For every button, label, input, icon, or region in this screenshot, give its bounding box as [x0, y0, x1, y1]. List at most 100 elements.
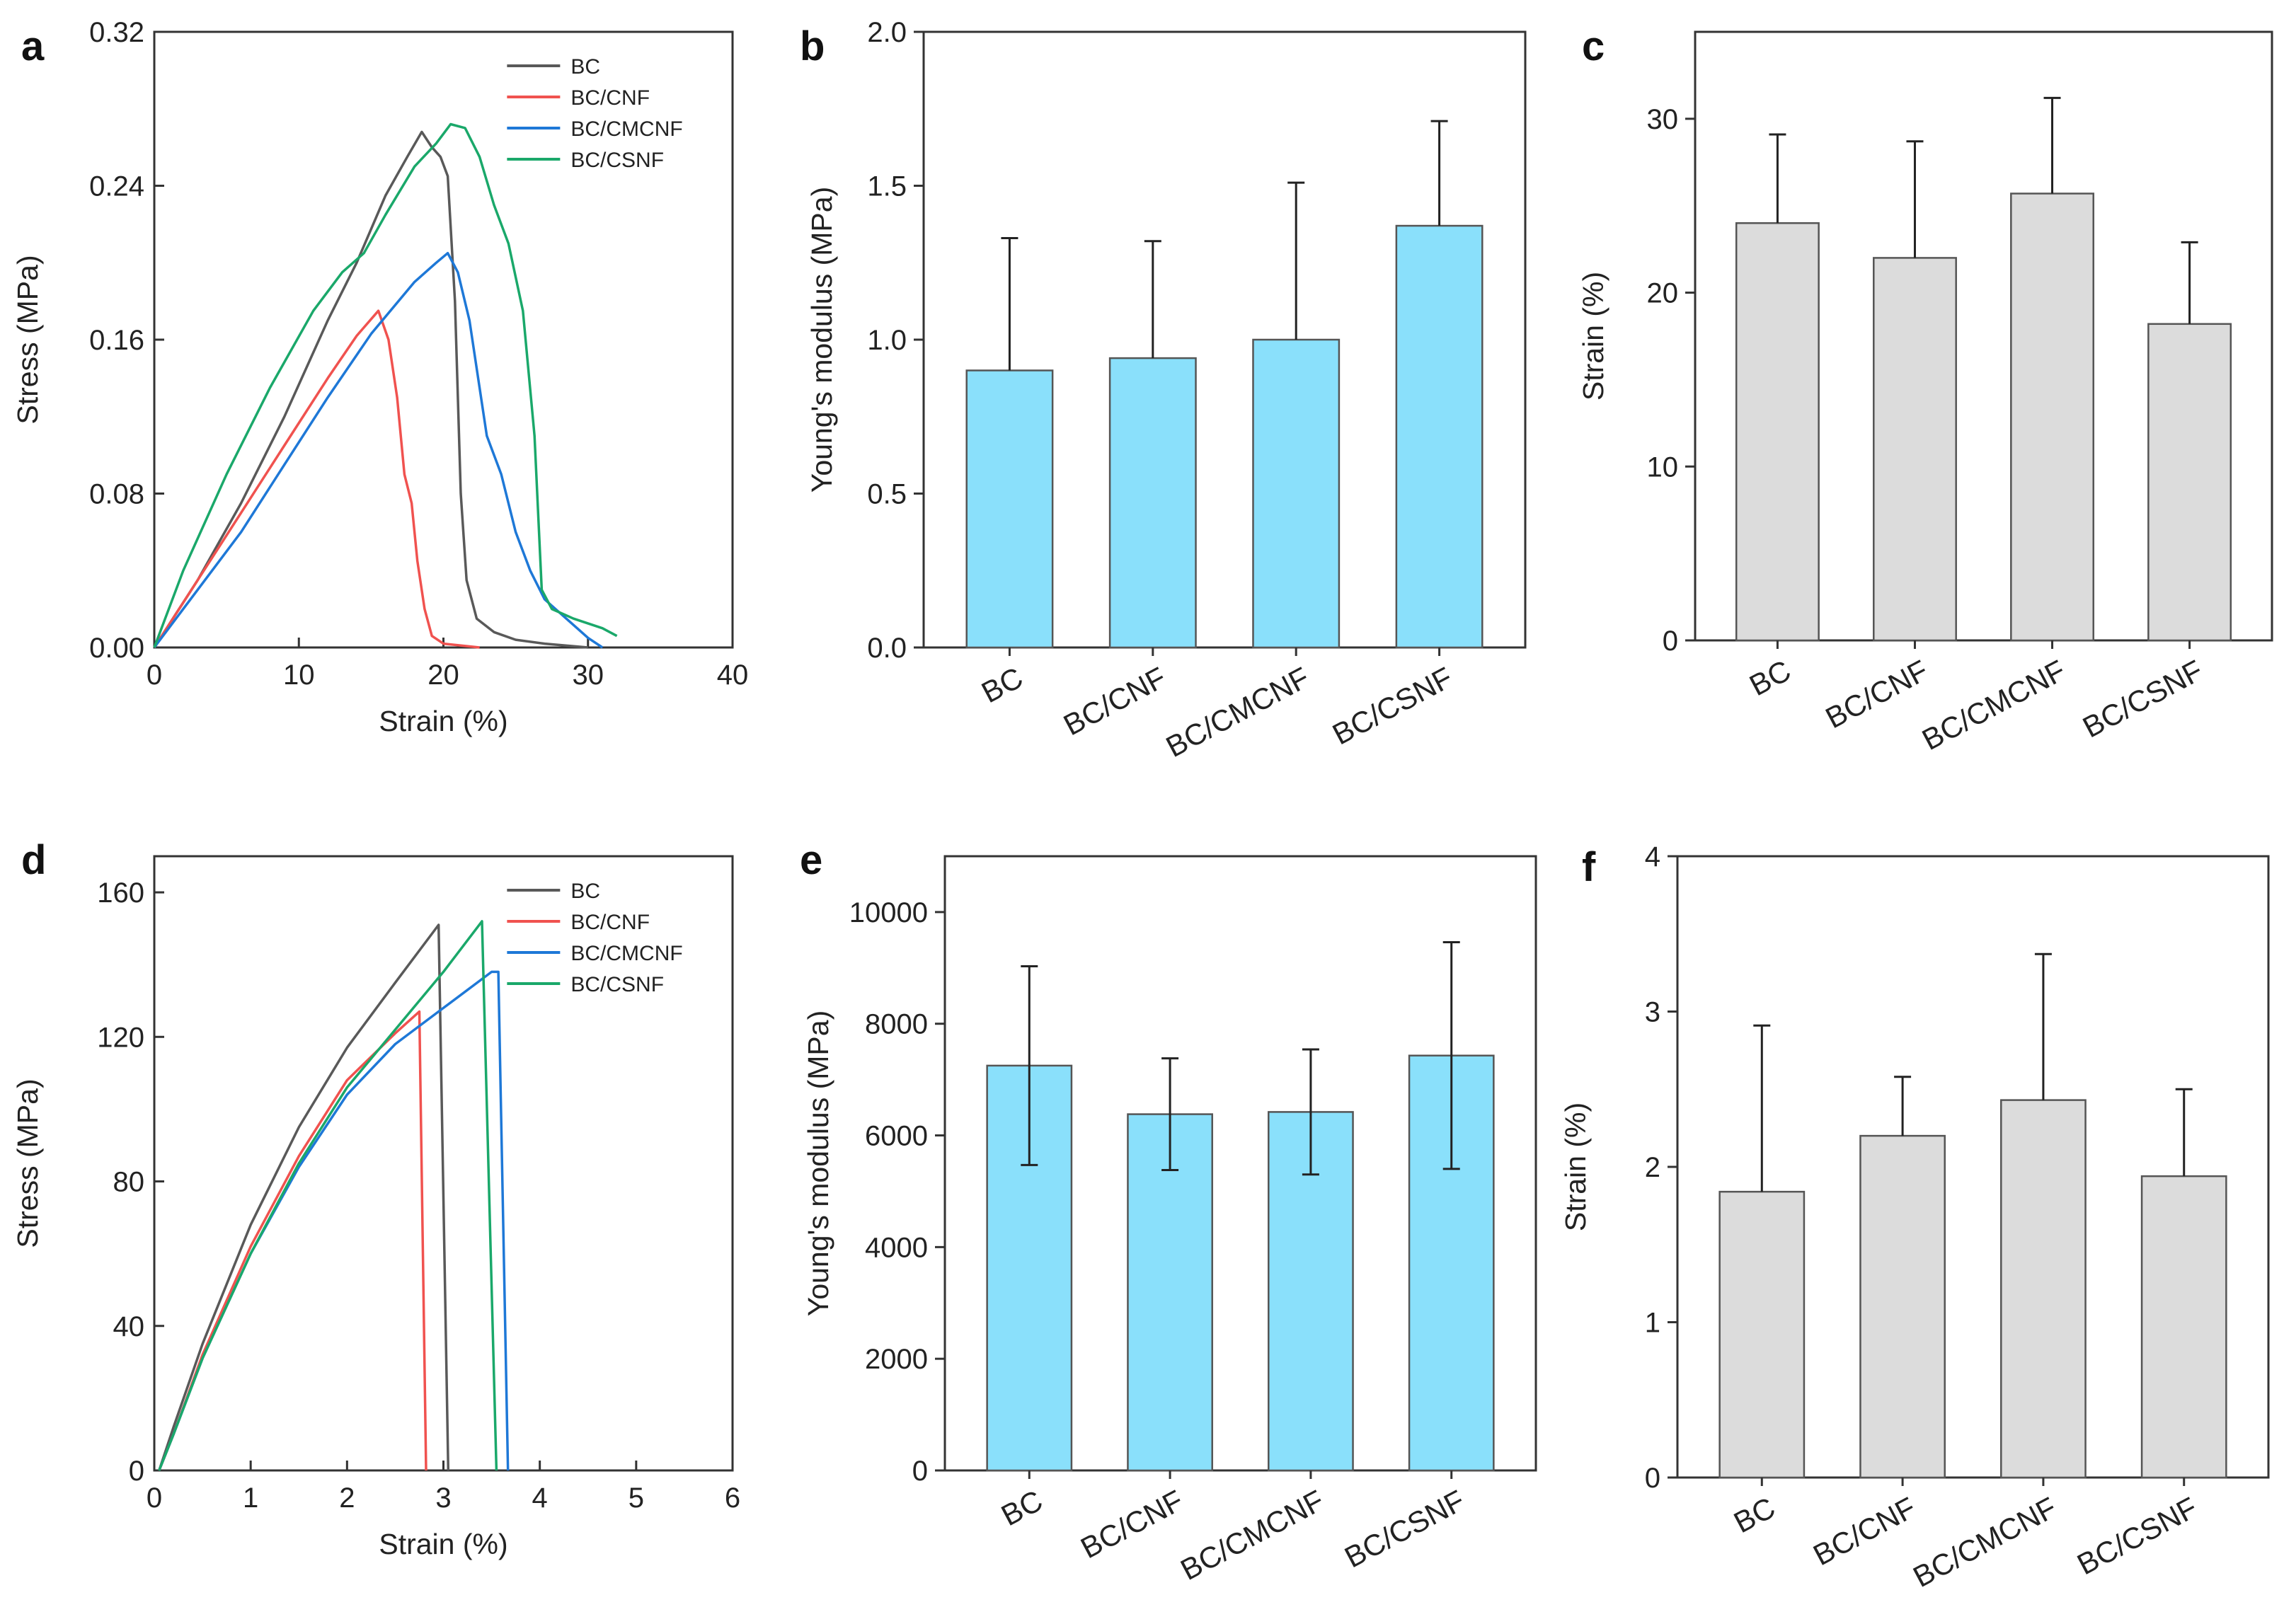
category-label: BC/CMCNF	[1161, 660, 1315, 764]
y-tick-label: 0.32	[89, 17, 144, 48]
legend-label: BC/CNF	[570, 86, 650, 110]
panel-label: e	[800, 837, 822, 883]
bar-bc-cnf	[1127, 1113, 1213, 1472]
panel-e: e 0 2000 4000 6000 8000 10000 Young's modulus (…	[800, 837, 1537, 1586]
bar-bc-csnf	[2140, 1175, 2227, 1479]
y-tick-label: 0	[1645, 1463, 1660, 1494]
y-tick-label: 80	[113, 1167, 145, 1198]
x-axis-title: Strain (%)	[379, 705, 507, 737]
category-label: BC/CMCNF	[1917, 653, 2071, 756]
x-tick-label: 20	[427, 660, 459, 691]
series-line-bc-cnf	[153, 309, 480, 649]
panel-label: d	[21, 837, 46, 883]
series-line-bc-cmcnf	[153, 251, 604, 649]
category-label: BC/CNF	[1820, 653, 1934, 735]
panel-b: b 0.0 0.5 1.0 1.5 2.0 Young's modulus (MPa) BC B…	[800, 17, 1527, 764]
y-tick-label: 0	[129, 1456, 144, 1487]
bar-bc-csnf	[2147, 323, 2232, 642]
y-tick-label: 4	[1645, 841, 1660, 873]
y-tick-label: 3	[1645, 997, 1660, 1028]
y-tick-label: 0.24	[89, 171, 144, 202]
category-label: BC/CSNF	[1339, 1483, 1470, 1574]
series-line-bc-cmcnf	[158, 970, 510, 1471]
y-tick-label: 1.5	[867, 171, 907, 202]
panel-label: c	[1582, 23, 1605, 69]
legend-label: BC/CNF	[570, 911, 650, 934]
series-line-bc-cnf	[158, 1010, 427, 1471]
category-label: BC/CNF	[1808, 1490, 1921, 1572]
y-axis-title: Stress (MPa)	[11, 255, 44, 424]
y-axis-title: Young's modulus (MPa)	[802, 1010, 834, 1316]
y-tick-label: 0	[912, 1456, 928, 1487]
panel-label: f	[1582, 844, 1596, 890]
category-label: BC/CNF	[1058, 660, 1171, 742]
bar-bc-cnf	[1859, 1134, 1946, 1479]
category-label: BC	[976, 660, 1028, 709]
category-label: BC	[996, 1483, 1048, 1532]
y-tick-label: 2000	[865, 1344, 928, 1375]
legend-label: BC	[570, 55, 600, 79]
bar-bc-cmcnf	[1252, 338, 1341, 649]
series-line-bc	[158, 923, 450, 1471]
legend-label: BC	[570, 880, 600, 903]
x-tick-label: 2	[339, 1482, 355, 1514]
category-label: BC/CNF	[1075, 1483, 1188, 1565]
y-tick-label: 0.00	[89, 633, 144, 664]
y-tick-label: 10	[1647, 451, 1679, 483]
y-tick-label: 4000	[865, 1232, 928, 1263]
x-tick-label: 4	[532, 1482, 548, 1514]
category-label: BC/CSNF	[2077, 653, 2208, 744]
y-axis-title: Stress (MPa)	[11, 1078, 44, 1248]
y-tick-label: 0	[1663, 626, 1678, 657]
series-line-bc	[153, 130, 588, 649]
bar-bc-cnf	[1108, 357, 1197, 649]
plot-frame	[943, 855, 1537, 1472]
y-axis-title: Strain (%)	[1577, 272, 1609, 401]
y-tick-label: 6000	[865, 1121, 928, 1152]
category-label: BC/CSNF	[2072, 1490, 2203, 1581]
y-tick-label: 8000	[865, 1009, 928, 1040]
series-line-bc-csnf	[153, 122, 618, 648]
panel-a: a 0 10 20 30 40 0.00 0.08 0.16 0.24 0.32 Strain (%)…	[11, 17, 748, 737]
y-tick-label: 2	[1645, 1152, 1660, 1183]
bar-bc	[1718, 1190, 1806, 1479]
y-axis-title: Young's modulus (MPa)	[805, 187, 838, 493]
category-label: BC	[1744, 653, 1796, 702]
y-tick-label: 1	[1645, 1308, 1660, 1339]
x-tick-label: 0	[147, 1482, 162, 1514]
bar-bc	[965, 369, 1054, 649]
y-tick-label: 0.5	[867, 479, 907, 510]
x-tick-label: 3	[435, 1482, 451, 1514]
y-tick-label: 10000	[849, 897, 928, 928]
bar-bc	[1735, 222, 1820, 642]
y-tick-label: 40	[113, 1311, 145, 1342]
y-tick-label: 30	[1647, 104, 1679, 135]
y-tick-label: 0.0	[867, 633, 907, 664]
x-tick-label: 0	[147, 660, 162, 691]
legend-label: BC/CMCNF	[570, 942, 682, 965]
panel-label: b	[800, 23, 825, 69]
y-axis-title: Strain (%)	[1559, 1102, 1592, 1231]
y-tick-label: 20	[1647, 278, 1679, 309]
y-tick-label: 120	[97, 1022, 144, 1053]
x-tick-label: 10	[283, 660, 315, 691]
y-tick-label: 2.0	[867, 17, 907, 48]
bar-bc-cmcnf	[2000, 1099, 2087, 1479]
bar-bc-cnf	[1873, 257, 1957, 642]
plot-frame	[1694, 30, 2273, 642]
panel-label: a	[21, 23, 45, 69]
x-tick-label: 40	[717, 660, 749, 691]
legend-label: BC/CSNF	[570, 973, 664, 996]
y-tick-label: 160	[97, 877, 144, 909]
category-label: BC/CMCNF	[1175, 1483, 1329, 1586]
category-label: BC/CMCNF	[1907, 1490, 2062, 1594]
legend-label: BC/CMCNF	[570, 117, 682, 141]
x-tick-label: 1	[243, 1482, 258, 1514]
x-tick-label: 6	[725, 1482, 740, 1514]
category-label: BC/CSNF	[1327, 660, 1458, 751]
x-tick-label: 5	[629, 1482, 644, 1514]
x-tick-label: 30	[573, 660, 604, 691]
